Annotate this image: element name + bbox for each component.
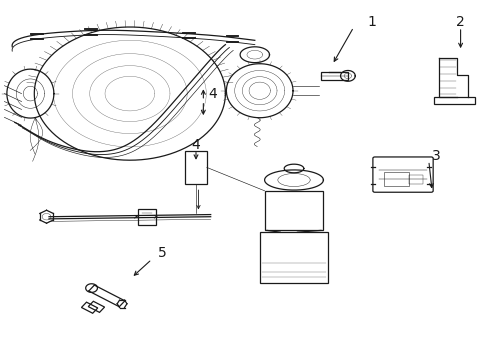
- Bar: [138, 209, 156, 225]
- Bar: [185, 151, 207, 184]
- Text: 4: 4: [209, 87, 218, 100]
- Bar: [321, 72, 348, 80]
- Bar: [409, 175, 423, 184]
- Text: 2: 2: [456, 15, 465, 28]
- Text: 3: 3: [432, 149, 441, 162]
- Text: 1: 1: [367, 15, 376, 28]
- Bar: [434, 97, 475, 104]
- Text: 4: 4: [192, 138, 200, 152]
- Bar: [384, 172, 409, 186]
- Bar: [260, 232, 328, 283]
- Bar: [265, 191, 323, 230]
- Text: 5: 5: [158, 247, 167, 260]
